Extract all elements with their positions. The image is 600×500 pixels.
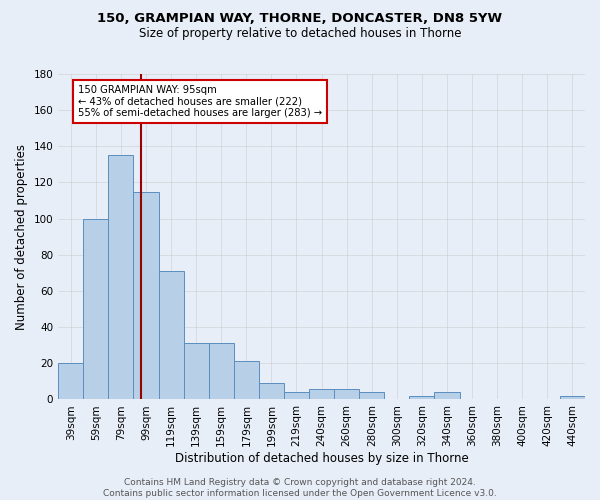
- Bar: [58, 364, 83, 400]
- Bar: [284, 392, 309, 400]
- Bar: [309, 388, 334, 400]
- Bar: [409, 396, 434, 400]
- Text: Contains HM Land Registry data © Crown copyright and database right 2024.
Contai: Contains HM Land Registry data © Crown c…: [103, 478, 497, 498]
- Bar: [434, 392, 460, 400]
- Text: 150 GRAMPIAN WAY: 95sqm
← 43% of detached houses are smaller (222)
55% of semi-d: 150 GRAMPIAN WAY: 95sqm ← 43% of detache…: [78, 85, 322, 118]
- Bar: [109, 156, 133, 400]
- Bar: [133, 192, 158, 400]
- Bar: [209, 344, 234, 400]
- Bar: [334, 388, 359, 400]
- Text: 150, GRAMPIAN WAY, THORNE, DONCASTER, DN8 5YW: 150, GRAMPIAN WAY, THORNE, DONCASTER, DN…: [97, 12, 503, 26]
- X-axis label: Distribution of detached houses by size in Thorne: Distribution of detached houses by size …: [175, 452, 469, 465]
- Bar: [158, 271, 184, 400]
- Bar: [83, 218, 109, 400]
- Bar: [259, 383, 284, 400]
- Bar: [560, 396, 585, 400]
- Bar: [184, 344, 209, 400]
- Y-axis label: Number of detached properties: Number of detached properties: [15, 144, 28, 330]
- Bar: [234, 362, 259, 400]
- Text: Size of property relative to detached houses in Thorne: Size of property relative to detached ho…: [139, 28, 461, 40]
- Bar: [359, 392, 385, 400]
